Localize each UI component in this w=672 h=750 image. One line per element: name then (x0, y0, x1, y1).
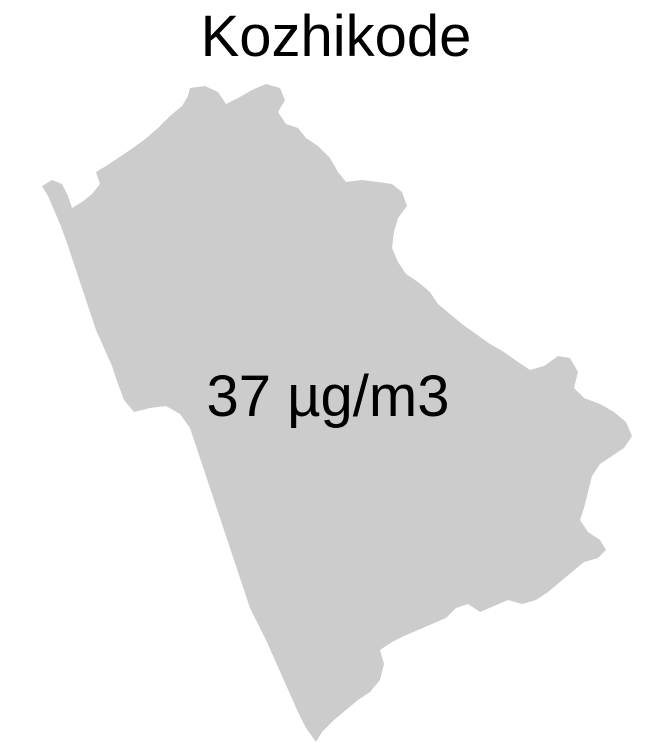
pollution-value-label: 37 µg/m3 (206, 364, 450, 429)
map-title: Kozhikode (200, 4, 472, 69)
district-boundary (42, 84, 632, 742)
